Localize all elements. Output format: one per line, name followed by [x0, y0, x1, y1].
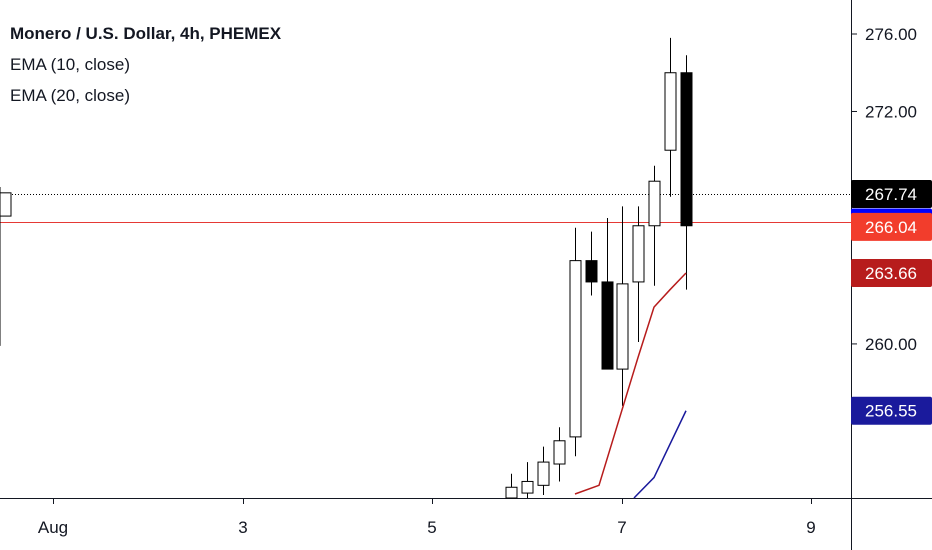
- candle-body-bullish: [632, 225, 645, 283]
- candle-body-bullish: [569, 260, 582, 438]
- symbol-title[interactable]: Monero / U.S. Dollar, 4h, PHEMEX: [10, 24, 282, 43]
- price-label-text: 266.04: [865, 218, 917, 237]
- x-tick-label: 5: [427, 518, 436, 537]
- x-tick-label: Aug: [38, 518, 68, 537]
- price-label-bg: [851, 179, 932, 208]
- price-label-bg: [851, 212, 932, 241]
- candle-body-bullish: [553, 440, 566, 465]
- ema10-line: [574, 272, 687, 495]
- price-label-bg: [851, 259, 932, 288]
- price-label-text: 256.55: [865, 402, 917, 421]
- chart-legend: Monero / U.S. Dollar, 4h, PHEMEX EMA (10…: [10, 18, 281, 111]
- candle-body-bullish: [521, 480, 534, 494]
- candle-body-bullish: [537, 461, 550, 486]
- candle-body-bearish: [680, 72, 693, 227]
- ema10-legend[interactable]: EMA (10, close): [10, 55, 130, 74]
- candle-body-bullish: [664, 72, 677, 151]
- x-tick-label: 9: [806, 518, 815, 537]
- y-tick-label: 272.00: [865, 102, 917, 121]
- candle-body-bearish: [601, 281, 614, 370]
- y-tick-label: 260.00: [865, 335, 917, 354]
- candle-body-bullish: [505, 486, 518, 499]
- candle-body-bullish: [648, 180, 661, 227]
- y-tick-label: 276.00: [865, 25, 917, 44]
- candle-body-bearish: [585, 260, 598, 283]
- x-tick-label: 7: [617, 518, 626, 537]
- x-tick-label: 3: [238, 518, 247, 537]
- price-label-bg: [851, 396, 932, 425]
- price-label-text: 263.66: [865, 264, 917, 283]
- price-label-text: 267.74: [865, 185, 917, 204]
- ema20-line: [633, 410, 687, 499]
- candle-body-bullish: [616, 283, 629, 370]
- ema20-legend[interactable]: EMA (20, close): [10, 86, 130, 105]
- candle-body-bullish: [0, 192, 12, 217]
